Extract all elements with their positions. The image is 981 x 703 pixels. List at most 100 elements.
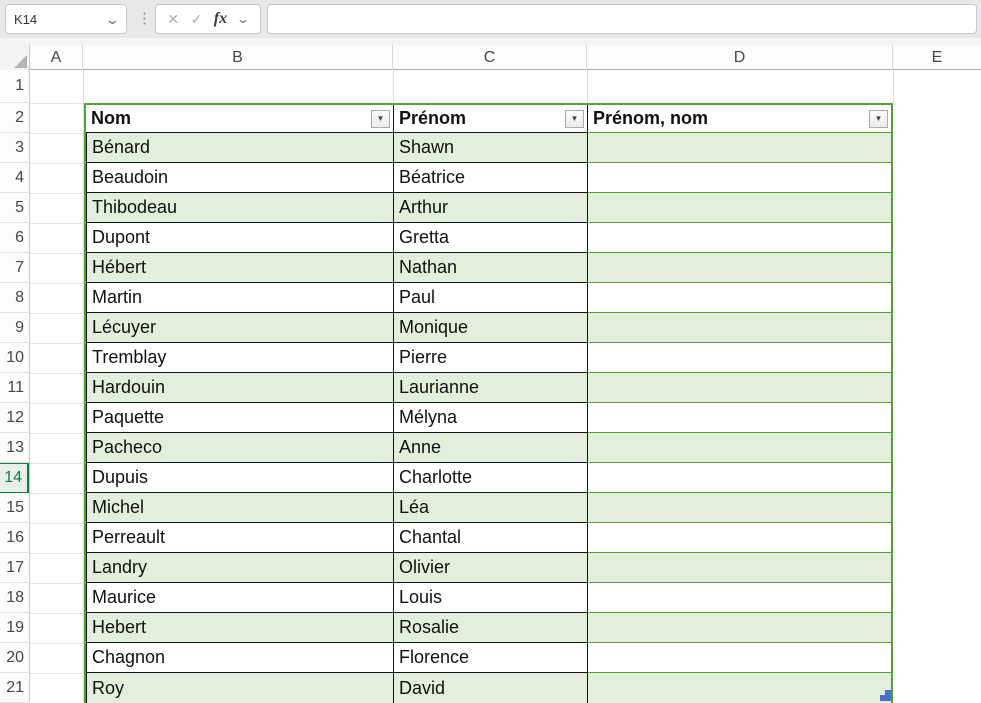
table-cell[interactable]: Anne xyxy=(394,433,588,463)
table-header-nom[interactable]: Nom ▼ xyxy=(86,105,394,133)
row-header-15[interactable]: 15 xyxy=(0,493,29,523)
table-cell[interactable]: Monique xyxy=(394,313,588,343)
row-header-2[interactable]: 2 xyxy=(0,103,29,133)
table-cell[interactable] xyxy=(588,673,891,703)
table-cell[interactable]: Chantal xyxy=(394,523,588,553)
chevron-down-icon[interactable]: ⌄ xyxy=(236,12,251,26)
filter-dropdown-button[interactable]: ▼ xyxy=(565,109,584,128)
row-header-11[interactable]: 11 xyxy=(0,373,29,403)
table-cell[interactable]: Olivier xyxy=(394,553,588,583)
table-cell[interactable] xyxy=(588,253,891,283)
chevron-down-icon[interactable]: ⌄ xyxy=(104,11,121,27)
table-cell[interactable]: Charlotte xyxy=(394,463,588,493)
column-header-e[interactable]: E xyxy=(931,48,943,66)
row-header-20[interactable]: 20 xyxy=(0,643,29,673)
table-cell[interactable]: Hardouin xyxy=(86,373,394,403)
row-header-16[interactable]: 16 xyxy=(0,523,29,553)
row-header-18[interactable]: 18 xyxy=(0,583,29,613)
table-cell[interactable] xyxy=(588,133,891,163)
table-cell[interactable]: Thibodeau xyxy=(86,193,394,223)
column-header-b[interactable]: B xyxy=(83,45,393,70)
table-cell[interactable]: Paquette xyxy=(86,403,394,433)
select-all-corner[interactable] xyxy=(0,45,30,70)
formula-input[interactable] xyxy=(267,4,977,34)
table-cell[interactable] xyxy=(588,283,891,313)
table-cell[interactable]: Roy xyxy=(86,673,394,703)
row-header-14[interactable]: 14 xyxy=(0,463,29,493)
table-cell[interactable] xyxy=(588,193,891,223)
row-header-3[interactable]: 3 xyxy=(0,133,29,163)
row-header-8[interactable]: 8 xyxy=(0,283,29,313)
table-cell[interactable]: Louis xyxy=(394,583,588,613)
row-header-12[interactable]: 12 xyxy=(0,403,29,433)
table-cell[interactable] xyxy=(588,613,891,643)
table-resize-handle[interactable] xyxy=(880,690,891,701)
table-cell[interactable]: Dupuis xyxy=(86,463,394,493)
name-box[interactable]: K14 ⌄ xyxy=(5,4,127,34)
insert-function-icon[interactable]: fx xyxy=(213,10,228,27)
table-cell[interactable] xyxy=(588,553,891,583)
row-header-21[interactable]: 21 xyxy=(0,673,29,703)
table-cell[interactable] xyxy=(588,643,891,673)
table-cell[interactable] xyxy=(588,493,891,523)
table-cell[interactable]: Maurice xyxy=(86,583,394,613)
table-cell[interactable]: Pierre xyxy=(394,343,588,373)
enter-icon[interactable]: ✓ xyxy=(190,11,203,27)
table-cell[interactable]: Arthur xyxy=(394,193,588,223)
column-header-a[interactable]: A xyxy=(30,45,83,70)
table-cell[interactable]: Perreault xyxy=(86,523,394,553)
table-cell[interactable]: Hebert xyxy=(86,613,394,643)
table-cell[interactable]: Lécuyer xyxy=(86,313,394,343)
row-header-17[interactable]: 17 xyxy=(0,553,29,583)
column-header-d[interactable]: D xyxy=(587,45,893,70)
column-header-c[interactable]: C xyxy=(393,45,587,70)
table-cell[interactable]: Dupont xyxy=(86,223,394,253)
row-header-6[interactable]: 6 xyxy=(0,223,29,253)
table-cell[interactable]: Hébert xyxy=(86,253,394,283)
filter-dropdown-button[interactable]: ▼ xyxy=(371,109,390,128)
table-cell[interactable] xyxy=(588,463,891,493)
row-header-5[interactable]: 5 xyxy=(0,193,29,223)
table-cell[interactable]: Michel xyxy=(86,493,394,523)
row-header-4[interactable]: 4 xyxy=(0,163,29,193)
table-cell[interactable]: Gretta xyxy=(394,223,588,253)
table-cell[interactable]: Landry xyxy=(86,553,394,583)
table-cell[interactable] xyxy=(588,373,891,403)
table-cell[interactable]: Béatrice xyxy=(394,163,588,193)
table-cell[interactable]: Beaudoin xyxy=(86,163,394,193)
table-cell[interactable] xyxy=(588,223,891,253)
filter-dropdown-button[interactable]: ▼ xyxy=(869,109,888,128)
table-header-prenom-nom[interactable]: Prénom, nom ▼ xyxy=(588,105,891,133)
table-cell[interactable]: Martin xyxy=(86,283,394,313)
table-cell[interactable]: Mélyna xyxy=(394,403,588,433)
table-cell[interactable]: Tremblay xyxy=(86,343,394,373)
table-cell[interactable]: Shawn xyxy=(394,133,588,163)
row-header-1[interactable]: 1 xyxy=(0,70,29,103)
table-cell[interactable]: Paul xyxy=(394,283,588,313)
table-header-prenom[interactable]: Prénom ▼ xyxy=(394,105,588,133)
table-cell[interactable]: Bénard xyxy=(86,133,394,163)
row-header-7[interactable]: 7 xyxy=(0,253,29,283)
table-cell[interactable]: Rosalie xyxy=(394,613,588,643)
name-box-value: K14 xyxy=(14,11,38,27)
table-cell[interactable] xyxy=(588,433,891,463)
table-cell[interactable]: Pacheco xyxy=(86,433,394,463)
table-cell[interactable] xyxy=(588,403,891,433)
table-cell[interactable]: Florence xyxy=(394,643,588,673)
row-header-19[interactable]: 19 xyxy=(0,613,29,643)
table-cell[interactable] xyxy=(588,583,891,613)
row-header-13[interactable]: 13 xyxy=(0,433,29,463)
table-cell[interactable] xyxy=(588,313,891,343)
table-cell[interactable]: Laurianne xyxy=(394,373,588,403)
table-cell[interactable]: Chagnon xyxy=(86,643,394,673)
name-box-splitter-icon[interactable]: ⋮ xyxy=(137,10,152,27)
table-cell[interactable] xyxy=(588,343,891,373)
row-header-9[interactable]: 9 xyxy=(0,313,29,343)
row-header-10[interactable]: 10 xyxy=(0,343,29,373)
cancel-icon[interactable]: ✕ xyxy=(167,11,180,27)
table-cell[interactable]: Nathan xyxy=(394,253,588,283)
table-cell[interactable] xyxy=(588,523,891,553)
table-cell[interactable]: Léa xyxy=(394,493,588,523)
table-cell[interactable] xyxy=(588,163,891,193)
table-cell[interactable]: David xyxy=(394,673,588,703)
